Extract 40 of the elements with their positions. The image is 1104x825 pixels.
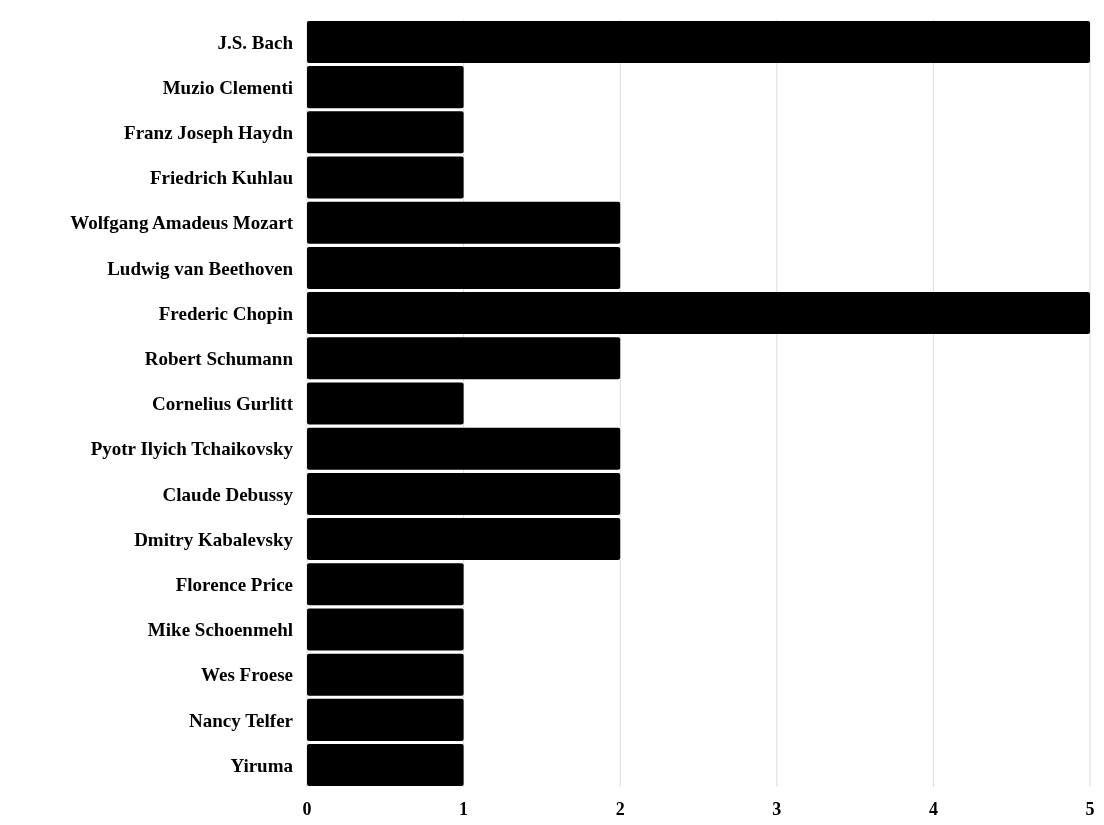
- y-tick-label: J.S. Bach: [217, 31, 294, 53]
- bar: [307, 246, 621, 289]
- y-tick-label: Wes Froese: [201, 664, 293, 686]
- bar: [307, 66, 464, 109]
- x-tick-label: 2: [615, 799, 625, 819]
- bar: [307, 292, 1090, 335]
- y-tick-label: Franz Joseph Haydn: [124, 121, 294, 143]
- bar: [307, 744, 464, 787]
- bar: [307, 382, 464, 425]
- y-tick-label: Robert Schumann: [144, 347, 294, 369]
- bar: [307, 111, 464, 154]
- y-tick-label: Muzio Clementi: [162, 76, 293, 98]
- y-tick-label: Dmitry Kabalevsky: [134, 528, 294, 550]
- bar: [307, 472, 621, 515]
- bar: [307, 201, 621, 244]
- bar: [307, 20, 1090, 63]
- y-tick-label: Friedrich Kuhlau: [149, 167, 294, 189]
- bar: [307, 608, 464, 651]
- y-tick-label: Yiruma: [230, 754, 294, 776]
- x-tick-label: 0: [302, 799, 312, 819]
- x-tick-label: 1: [459, 799, 469, 819]
- bar: [307, 653, 464, 696]
- bar: [307, 337, 621, 380]
- x-tick-label: 3: [772, 799, 782, 819]
- x-tick-label: 5: [1085, 799, 1095, 819]
- y-tick-label: Nancy Telfer: [189, 709, 294, 731]
- y-tick-label: Claude Debussy: [162, 483, 294, 505]
- y-tick-label: Florence Price: [175, 573, 293, 595]
- y-tick-label: Mike Schoenmehl: [147, 619, 293, 641]
- y-tick-label: Frederic Chopin: [158, 302, 294, 324]
- bar: [307, 156, 464, 199]
- bar: [307, 427, 621, 470]
- x-tick-label: 4: [928, 799, 938, 819]
- y-tick-label: Wolfgang Amadeus Mozart: [70, 212, 294, 234]
- bar: [307, 698, 464, 741]
- y-tick-label: Cornelius Gurlitt: [152, 393, 294, 415]
- y-tick-label: Ludwig van Beethoven: [107, 257, 294, 279]
- y-tick-label: Pyotr Ilyich Tchaikovsky: [90, 438, 294, 460]
- bar: [307, 563, 464, 606]
- bar: [307, 518, 621, 561]
